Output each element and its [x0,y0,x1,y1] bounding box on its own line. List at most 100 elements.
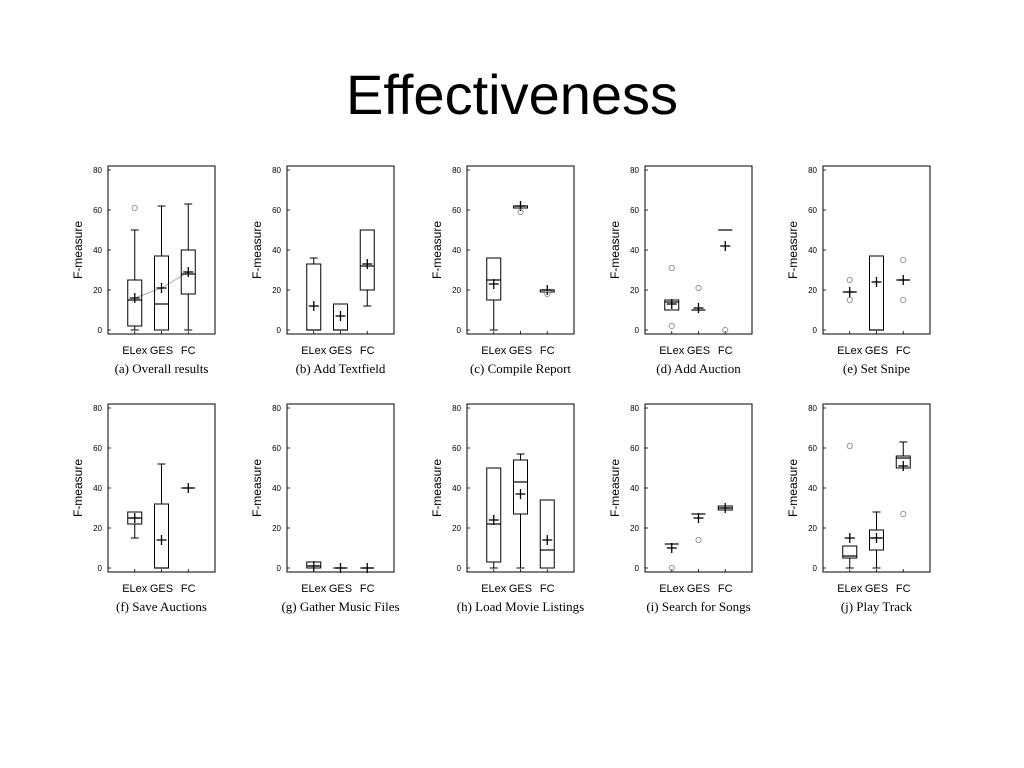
y-tick-label: 80 [93,404,102,413]
y-tick-label: 20 [452,286,461,295]
y-tick-label: 60 [808,206,817,215]
y-axis-label: F-measure [786,459,800,517]
chart-panel: 0 20 40 60 80 F-measure ELex GES FC (c) Compile R… [430,165,575,376]
box [486,467,502,563]
x-tick-label: ELex [481,345,507,357]
x-tick-label: FC [718,345,733,357]
y-tick-label: 60 [272,444,281,453]
y-tick-label: 60 [452,444,461,453]
box [842,545,858,559]
box-plot [869,511,884,569]
box [869,529,884,551]
y-axis-label: F-measure [71,459,85,517]
box [306,263,322,331]
x-tick-label: ELex [659,345,685,357]
y-tick-label: 60 [630,206,639,215]
x-tick-label: FC [181,345,196,357]
x-tick-label: FC [896,345,911,357]
box-plot [154,205,169,331]
y-axis-label: F-measure [430,221,444,279]
box-plot [513,453,528,569]
box [359,229,375,291]
axes-frame [822,165,931,335]
y-tick-label: 40 [272,246,281,255]
box-plot [664,543,679,572]
x-tick-label: GES [329,583,352,595]
y-tick-label: 20 [808,286,817,295]
y-tick-label: 80 [93,166,102,175]
x-tick-label: FC [540,345,555,357]
box-plot [486,467,502,569]
y-tick-label: 80 [808,166,817,175]
chart-caption: (d) Add Auction [656,361,741,376]
box-plot [539,499,555,569]
box-plot [718,229,733,334]
box-plot [154,463,169,569]
y-tick-label: 60 [808,444,817,453]
chart-panel: 0 20 40 60 80 F-measure ELex GES FC (b) Add Textf… [250,165,395,376]
y-tick-label: 20 [630,286,639,295]
x-tick-label: FC [718,583,733,595]
x-tick-label: GES [509,345,532,357]
box-plot [333,303,348,331]
box-plot [842,442,858,569]
y-tick-label: 60 [93,206,102,215]
y-tick-label: 40 [452,246,461,255]
y-axis-label: F-measure [608,221,622,279]
chart-caption: (a) Overall results [115,361,209,376]
box-plot [180,203,196,331]
axes-frame [644,403,753,573]
x-tick-label: GES [865,583,888,595]
chart-panel: 0 20 40 60 80 F-measure ELex GES FC (a) Overall r… [71,165,216,376]
chart-panel: 0 20 40 60 80 F-measure ELex GES FC (h) Load Movi… [430,403,584,614]
box [180,249,196,295]
y-tick-label: 40 [93,484,102,493]
outlier-point [846,442,853,450]
chart-caption: (h) Load Movie Listings [457,599,584,614]
y-tick-label: 20 [93,524,102,533]
y-tick-label: 40 [808,484,817,493]
x-tick-label: GES [865,345,888,357]
outlier-point [695,536,702,544]
chart-caption: (i) Search for Songs [646,599,750,614]
y-tick-label: 60 [452,206,461,215]
y-tick-label: 40 [630,246,639,255]
x-tick-label: FC [360,583,375,595]
y-tick-label: 0 [813,326,818,335]
box-plot [717,503,733,513]
outlier-point [544,290,551,298]
x-tick-label: ELex [837,583,863,595]
chart-panel: 0 20 40 60 80 F-measure ELex GES FC (j) Play Trac… [786,403,931,614]
y-tick-label: 0 [813,564,818,573]
outlier-point [722,326,729,334]
box-plot [691,513,706,544]
box-plot [842,276,857,304]
y-tick-label: 0 [98,326,103,335]
y-tick-label: 20 [93,286,102,295]
y-axis-label: F-measure [608,459,622,517]
y-tick-label: 60 [630,444,639,453]
y-tick-label: 40 [630,484,639,493]
chart-panel: 0 20 40 60 80 F-measure ELex GES FC (e) Set Snipe [786,165,931,376]
y-tick-label: 0 [277,564,282,573]
y-tick-label: 0 [277,326,282,335]
box-plot [486,257,502,331]
x-tick-label: FC [540,583,555,595]
x-tick-label: FC [360,345,375,357]
x-tick-label: GES [150,583,173,595]
chart-caption: (j) Play Track [841,599,913,614]
chart-caption: (c) Compile Report [470,361,571,376]
outlier-point [900,296,907,304]
box [127,279,143,327]
x-tick-label: ELex [659,583,685,595]
box-plot [359,229,375,307]
box-plot [896,256,911,304]
axes-frame [466,165,575,335]
outlier-point [695,284,702,292]
chart-caption: (e) Set Snipe [843,361,910,376]
x-tick-label: ELex [481,583,507,595]
y-tick-label: 20 [630,524,639,533]
y-axis-label: F-measure [250,459,264,517]
chart-caption: (b) Add Textfield [296,361,386,376]
